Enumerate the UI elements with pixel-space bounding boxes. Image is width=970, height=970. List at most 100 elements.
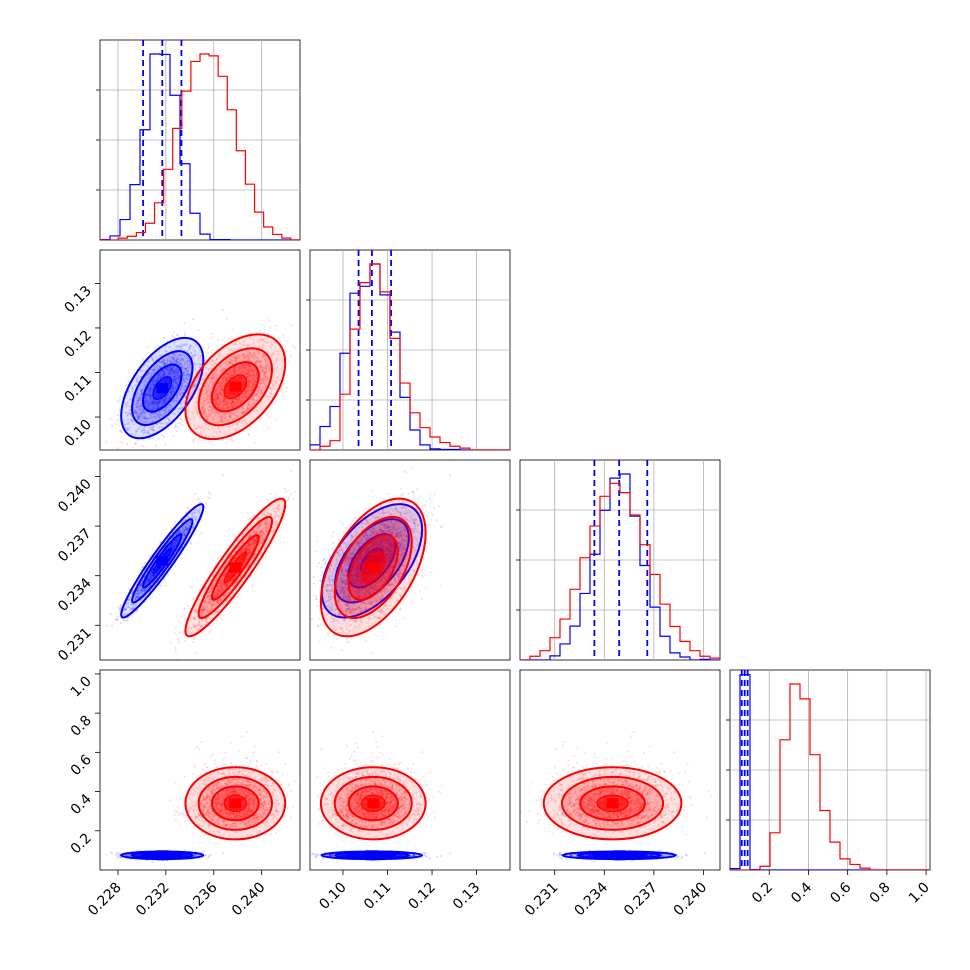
sample-point bbox=[174, 372, 177, 375]
sample-point bbox=[263, 382, 266, 386]
sample-point bbox=[252, 374, 255, 377]
sample-point bbox=[209, 405, 212, 408]
sample-point bbox=[265, 378, 268, 381]
sample-point bbox=[171, 358, 175, 361]
sample-point bbox=[171, 355, 174, 358]
sample-point bbox=[210, 377, 213, 380]
sample-point bbox=[137, 413, 140, 416]
sample-point bbox=[225, 363, 228, 366]
sample-point bbox=[177, 403, 180, 406]
sample-point bbox=[241, 364, 244, 367]
sample-point bbox=[152, 424, 155, 428]
sample-point bbox=[152, 378, 155, 381]
sample-point bbox=[186, 350, 189, 353]
sample-point bbox=[144, 417, 147, 420]
sample-point bbox=[178, 376, 181, 379]
sample-point bbox=[160, 402, 164, 405]
sample-point bbox=[268, 369, 271, 372]
sample-point bbox=[119, 395, 122, 398]
sample-point bbox=[166, 359, 169, 362]
sample-point bbox=[155, 422, 159, 426]
sample-point bbox=[188, 363, 191, 366]
sample-point bbox=[175, 368, 178, 371]
sample-point bbox=[191, 355, 194, 358]
sample-point bbox=[252, 383, 255, 386]
sample-point bbox=[256, 360, 259, 364]
sample-point bbox=[220, 391, 223, 394]
sample-point bbox=[151, 402, 155, 405]
sample-point bbox=[139, 370, 142, 373]
sample-point bbox=[218, 391, 221, 394]
sample-point bbox=[196, 362, 199, 366]
sample-point bbox=[150, 393, 153, 396]
sample-point bbox=[179, 354, 182, 357]
sample-point bbox=[168, 371, 171, 375]
sample-point bbox=[233, 359, 236, 363]
sample-point bbox=[176, 357, 179, 360]
sample-point bbox=[239, 371, 242, 374]
sample-point bbox=[149, 392, 152, 395]
sample-point bbox=[204, 449, 207, 450]
sample-point bbox=[207, 345, 210, 348]
sample-point bbox=[147, 417, 151, 420]
sample-point bbox=[173, 399, 177, 402]
sample-point bbox=[185, 343, 188, 346]
sample-point bbox=[247, 388, 250, 391]
sample-point bbox=[226, 398, 229, 401]
sample-point bbox=[207, 407, 210, 411]
sample-point bbox=[217, 406, 220, 409]
sample-point bbox=[200, 398, 203, 401]
sample-point bbox=[224, 377, 227, 380]
sample-point bbox=[245, 397, 248, 400]
sample-point bbox=[236, 372, 239, 376]
sample-point bbox=[162, 374, 165, 377]
sample-point bbox=[233, 369, 236, 373]
sample-point bbox=[271, 387, 274, 390]
sample-point bbox=[210, 427, 214, 430]
sample-point bbox=[215, 402, 219, 405]
sample-point bbox=[149, 426, 152, 429]
sample-point bbox=[166, 416, 169, 420]
sample-point bbox=[233, 413, 236, 416]
sample-point bbox=[146, 373, 149, 376]
sample-point bbox=[209, 398, 212, 401]
sample-point bbox=[138, 408, 142, 411]
sample-point bbox=[141, 357, 145, 360]
sample-point bbox=[152, 405, 155, 409]
sample-point bbox=[265, 365, 268, 368]
sample-point bbox=[181, 391, 184, 394]
sample-point bbox=[164, 363, 167, 366]
sample-point bbox=[204, 358, 207, 361]
sample-point bbox=[245, 365, 248, 368]
sample-point bbox=[233, 368, 236, 372]
sample-point bbox=[158, 399, 162, 402]
sample-point bbox=[152, 404, 156, 408]
sample-point bbox=[186, 364, 189, 368]
sample-point bbox=[236, 422, 239, 425]
sample-point bbox=[200, 402, 203, 405]
sample-point bbox=[132, 423, 135, 426]
sample-point bbox=[217, 403, 220, 406]
sample-point bbox=[218, 430, 222, 433]
sample-point bbox=[162, 375, 165, 378]
sample-point bbox=[228, 377, 231, 380]
sample-point bbox=[109, 613, 112, 616]
sample-point bbox=[250, 369, 253, 372]
sample-point bbox=[188, 374, 191, 377]
sample-point bbox=[237, 401, 240, 404]
sample-point bbox=[221, 414, 224, 417]
sample-point bbox=[143, 411, 146, 414]
sample-point bbox=[221, 415, 224, 418]
sample-point bbox=[123, 423, 126, 426]
sample-point bbox=[143, 380, 146, 383]
sample-point bbox=[192, 388, 195, 392]
sample-point bbox=[158, 375, 162, 378]
sample-point bbox=[228, 411, 231, 414]
sample-point bbox=[223, 397, 226, 401]
sample-point bbox=[249, 352, 252, 355]
sample-point bbox=[153, 368, 156, 371]
sample-point bbox=[189, 380, 192, 384]
sample-point bbox=[248, 386, 251, 389]
sample-point bbox=[156, 407, 159, 410]
sample-point bbox=[229, 360, 232, 363]
